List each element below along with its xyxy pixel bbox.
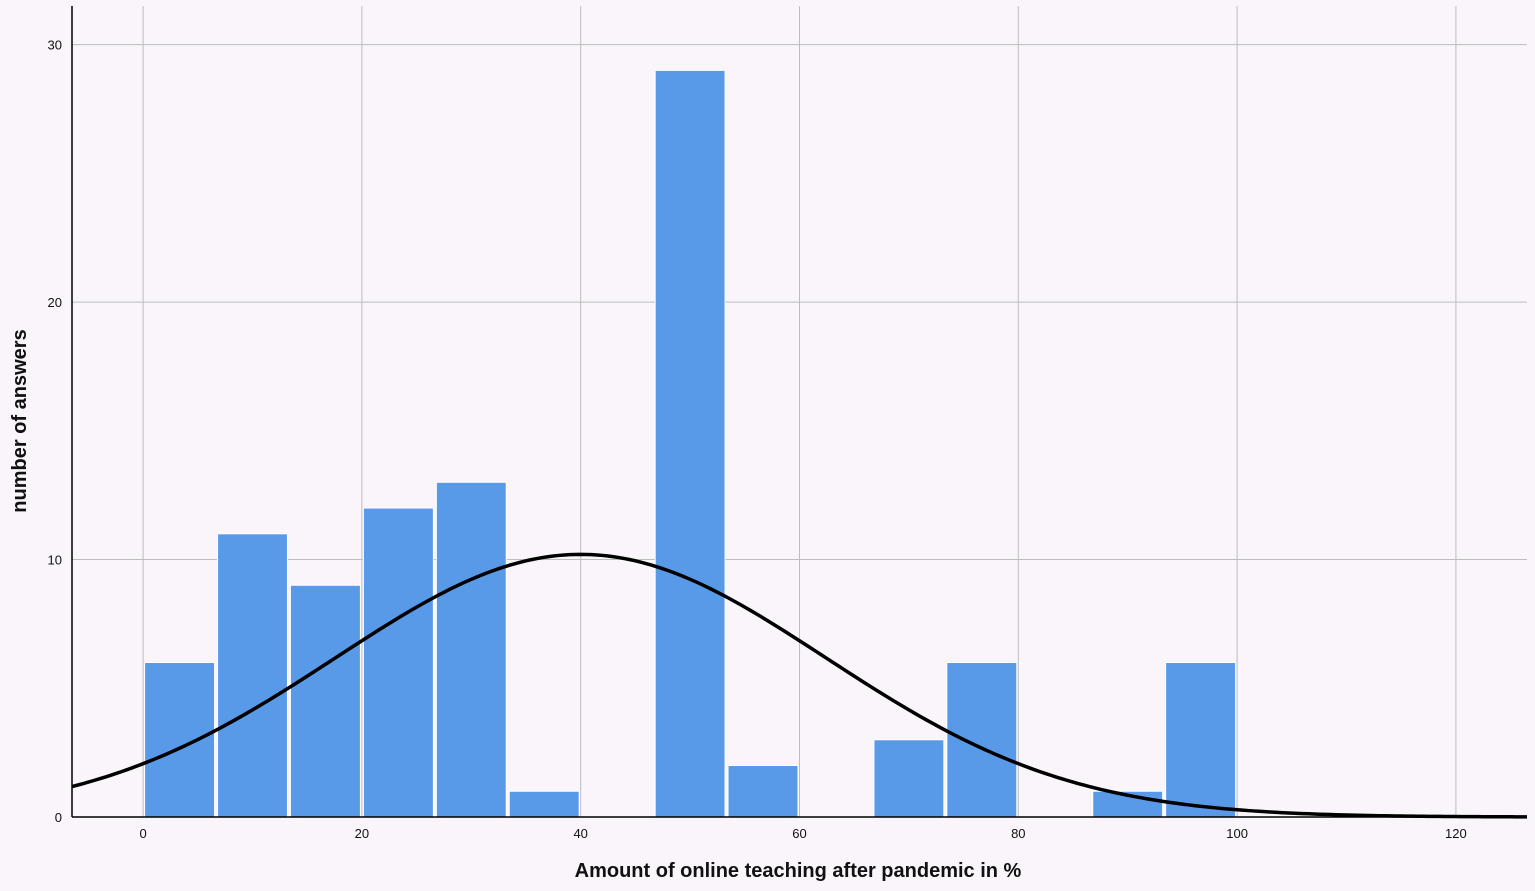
x-tick-label: 120 bbox=[1445, 826, 1467, 841]
axis-layer bbox=[71, 6, 1527, 818]
x-tick-label: 40 bbox=[573, 826, 587, 841]
x-tick-label: 100 bbox=[1226, 826, 1248, 841]
histogram-bar bbox=[873, 739, 945, 818]
histogram-bar bbox=[289, 584, 361, 818]
histogram-bar bbox=[435, 481, 507, 818]
histogram-bar bbox=[1165, 662, 1237, 818]
bars-layer bbox=[144, 69, 1237, 818]
histogram-bar bbox=[362, 507, 434, 818]
x-tick-label: 80 bbox=[1011, 826, 1025, 841]
histogram-bar bbox=[508, 790, 580, 818]
y-axis-title: number of answers bbox=[9, 329, 31, 512]
y-tick-label: 20 bbox=[48, 295, 62, 310]
y-tick-label: 30 bbox=[48, 38, 62, 53]
y-tick-label: 10 bbox=[48, 553, 62, 568]
curve-layer bbox=[71, 552, 1528, 819]
ticks-layer: 0 20 40 60 80 100 120 0 10 20 30 bbox=[48, 38, 1467, 841]
y-tick-label: 0 bbox=[55, 810, 62, 825]
histogram-bar bbox=[144, 662, 216, 818]
histogram-bar bbox=[727, 765, 799, 818]
grid-layer bbox=[72, 6, 1527, 817]
x-tick-label: 0 bbox=[139, 826, 146, 841]
histogram-bar bbox=[654, 69, 726, 818]
histogram-bar bbox=[946, 662, 1018, 818]
histogram-bar bbox=[217, 533, 288, 818]
x-axis-title: Amount of online teaching after pandemic… bbox=[575, 860, 1022, 882]
x-tick-label: 20 bbox=[355, 826, 369, 841]
normal-curve bbox=[71, 552, 1528, 819]
x-tick-label: 60 bbox=[792, 826, 806, 841]
